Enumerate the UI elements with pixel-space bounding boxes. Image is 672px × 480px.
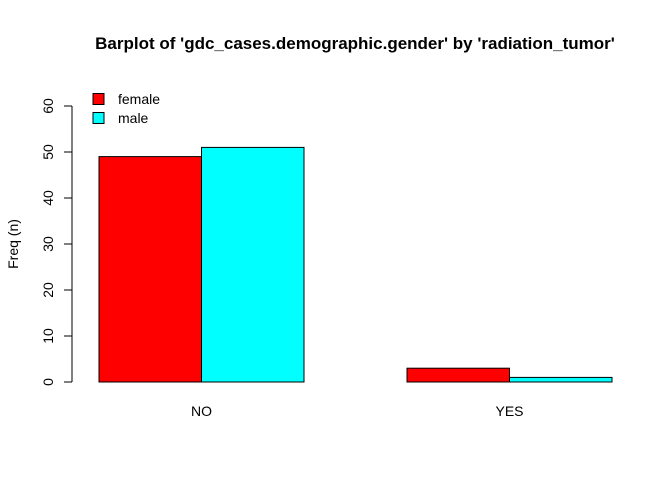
x-axis-labels: NO YES [191,403,524,419]
y-tick-label: 20 [40,282,56,298]
y-axis-label: Freq (n) [5,219,21,269]
legend-label-female: female [118,91,160,107]
bars-group [98,146,613,383]
legend: female male [92,91,160,126]
bar-female-no [98,156,202,383]
chart-title: Barplot of 'gdc_cases.demographic.gender… [95,34,615,53]
y-tick-label: 50 [40,144,56,160]
bar-male-yes [509,376,613,383]
bar-female-yes [406,367,510,383]
legend-swatch-female [92,93,105,105]
legend-swatch-male [92,112,105,124]
y-tick-label: 30 [40,236,56,252]
y-tick-label: 60 [40,98,56,114]
y-tick-label: 0 [40,378,56,386]
y-tick-label: 40 [40,190,56,206]
x-tick-label: YES [495,403,523,419]
x-tick-label: NO [191,403,212,419]
y-axis-ticks: 0 10 20 30 40 50 60 [40,98,72,386]
bar-male-no [201,146,305,383]
y-tick-label: 10 [40,328,56,344]
legend-label-male: male [118,110,149,126]
